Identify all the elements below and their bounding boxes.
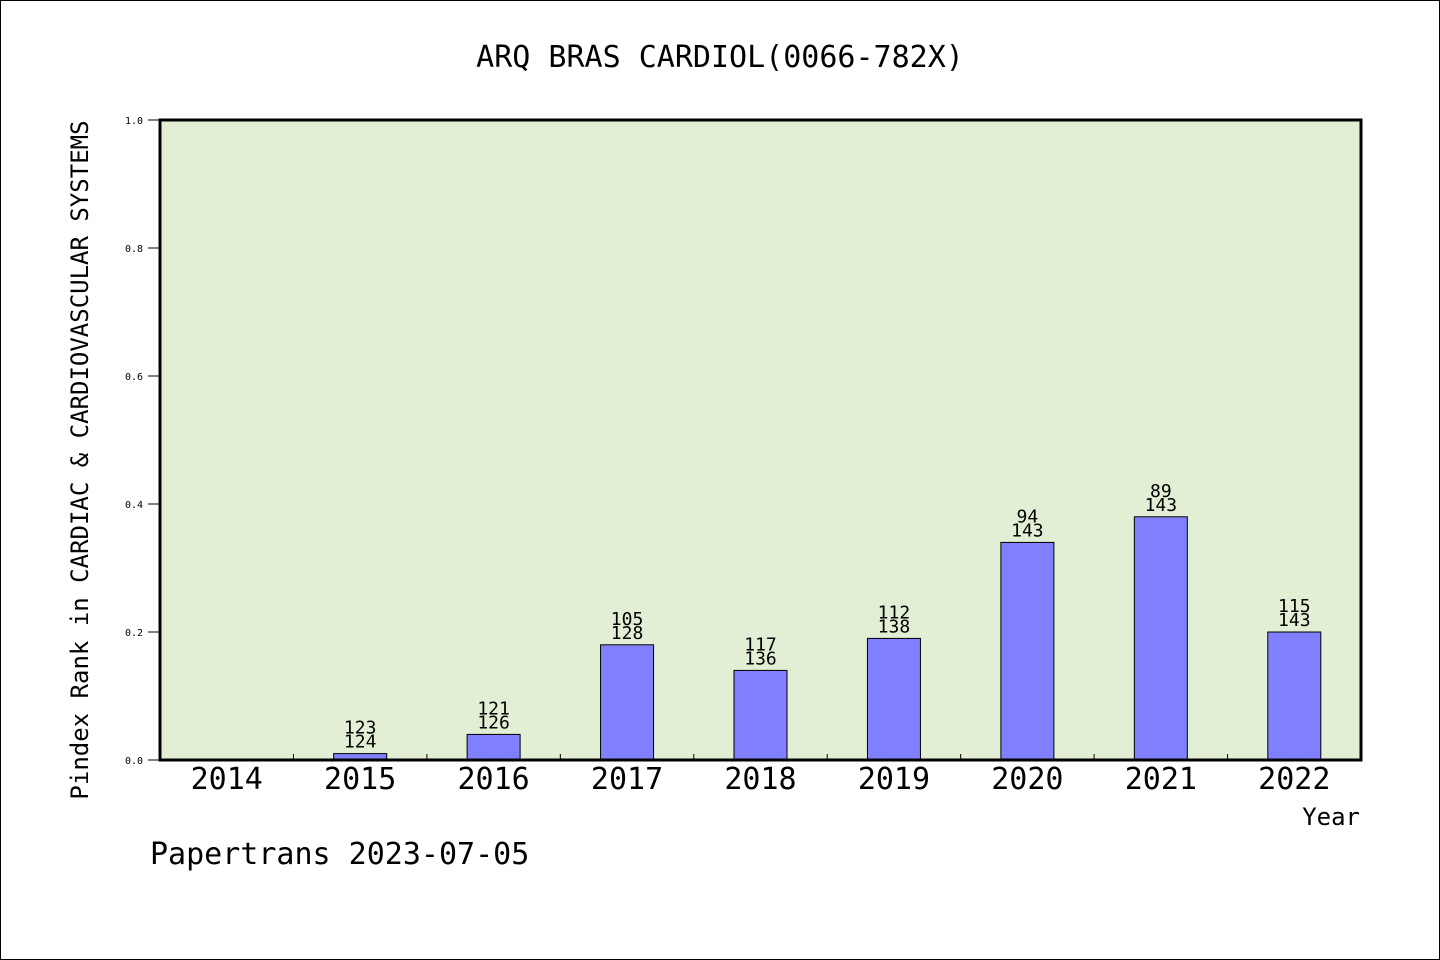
- bar-2019: [866, 637, 921, 761]
- bar-label-rank: 89: [1150, 481, 1172, 502]
- bar-2017: [600, 644, 655, 761]
- x-tick-label: 2019: [858, 762, 930, 797]
- x-tick-label: 2017: [591, 762, 663, 797]
- bar-2018: [733, 669, 788, 761]
- bar-label-rank: 115: [1278, 596, 1311, 617]
- x-tick-label: 2015: [324, 762, 396, 797]
- bar-label-total: 128: [611, 623, 644, 644]
- bar-2020: [1000, 541, 1055, 761]
- plot-border: [158, 118, 1363, 762]
- x-axis: 2014 2015 2016 2017 2018 2019 2020 2021 2022: [191, 754, 1330, 797]
- footer-credit: Papertrans 2023-07-05: [150, 837, 529, 872]
- y-tick-label: 0.2: [125, 628, 143, 639]
- bar-label-total: 143: [1011, 520, 1044, 541]
- bar-label-rank: 117: [744, 634, 777, 655]
- bar-label-total: 143: [1145, 495, 1178, 516]
- bar-2021: [1133, 516, 1188, 761]
- y-tick-label: 0.6: [125, 372, 143, 383]
- x-tick-label: 2018: [724, 762, 796, 797]
- y-tick-label: 0.0: [125, 756, 143, 767]
- x-tick-label: 2014: [191, 762, 263, 797]
- bar-label-rank: 121: [477, 698, 510, 719]
- chart-title: ARQ BRAS CARDIOL(0066-782X): [476, 40, 964, 75]
- y-tick-label: 1.0: [125, 116, 143, 127]
- y-axis-label: Pindex Rank in CARDIAC & CARDIOVASCULAR …: [66, 120, 94, 799]
- x-tick-label: 2022: [1258, 762, 1330, 797]
- y-axis: 0.0 0.2 0.4 0.6 0.8 1.0: [125, 116, 160, 767]
- x-tick-label: 2021: [1125, 762, 1197, 797]
- bars: [333, 516, 1322, 761]
- bar-2022: [1267, 631, 1322, 761]
- x-axis-label: Year: [1302, 803, 1360, 831]
- bar-label-total: 124: [344, 732, 377, 753]
- x-tick-label: 2016: [457, 762, 529, 797]
- y-tick-label: 0.4: [125, 500, 143, 511]
- bar-2016: [466, 733, 521, 761]
- bar-label-rank: 94: [1017, 506, 1039, 527]
- bar-label-total: 138: [878, 616, 911, 637]
- bar-labels: 1231241211261051281171361121389414389143…: [344, 481, 1311, 753]
- bar-label-rank: 112: [878, 602, 911, 623]
- bar-label-total: 143: [1278, 610, 1311, 631]
- x-tick-label: 2020: [991, 762, 1063, 797]
- bar-label-rank: 123: [344, 718, 377, 739]
- y-tick-label: 0.8: [125, 244, 143, 255]
- bar-label-total: 126: [477, 712, 510, 733]
- bar-label-total: 136: [744, 648, 777, 669]
- bar-label-rank: 105: [611, 609, 644, 630]
